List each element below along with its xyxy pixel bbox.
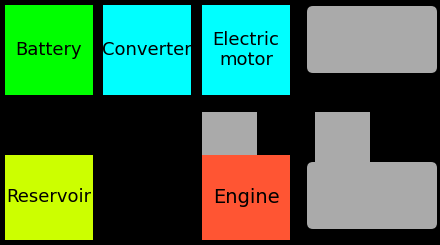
Bar	[103, 5, 191, 95]
Text: Converter: Converter	[102, 41, 192, 59]
FancyBboxPatch shape	[307, 6, 437, 73]
Bar	[315, 112, 370, 167]
Bar	[5, 5, 93, 95]
Bar	[5, 155, 93, 240]
Text: Reservoir: Reservoir	[7, 188, 92, 207]
FancyBboxPatch shape	[307, 162, 437, 229]
Text: Electric
motor: Electric motor	[213, 31, 279, 69]
Bar	[202, 112, 257, 167]
Text: Engine: Engine	[213, 188, 279, 207]
Bar	[202, 155, 290, 240]
Bar	[202, 5, 290, 95]
Text: Battery: Battery	[16, 41, 82, 59]
